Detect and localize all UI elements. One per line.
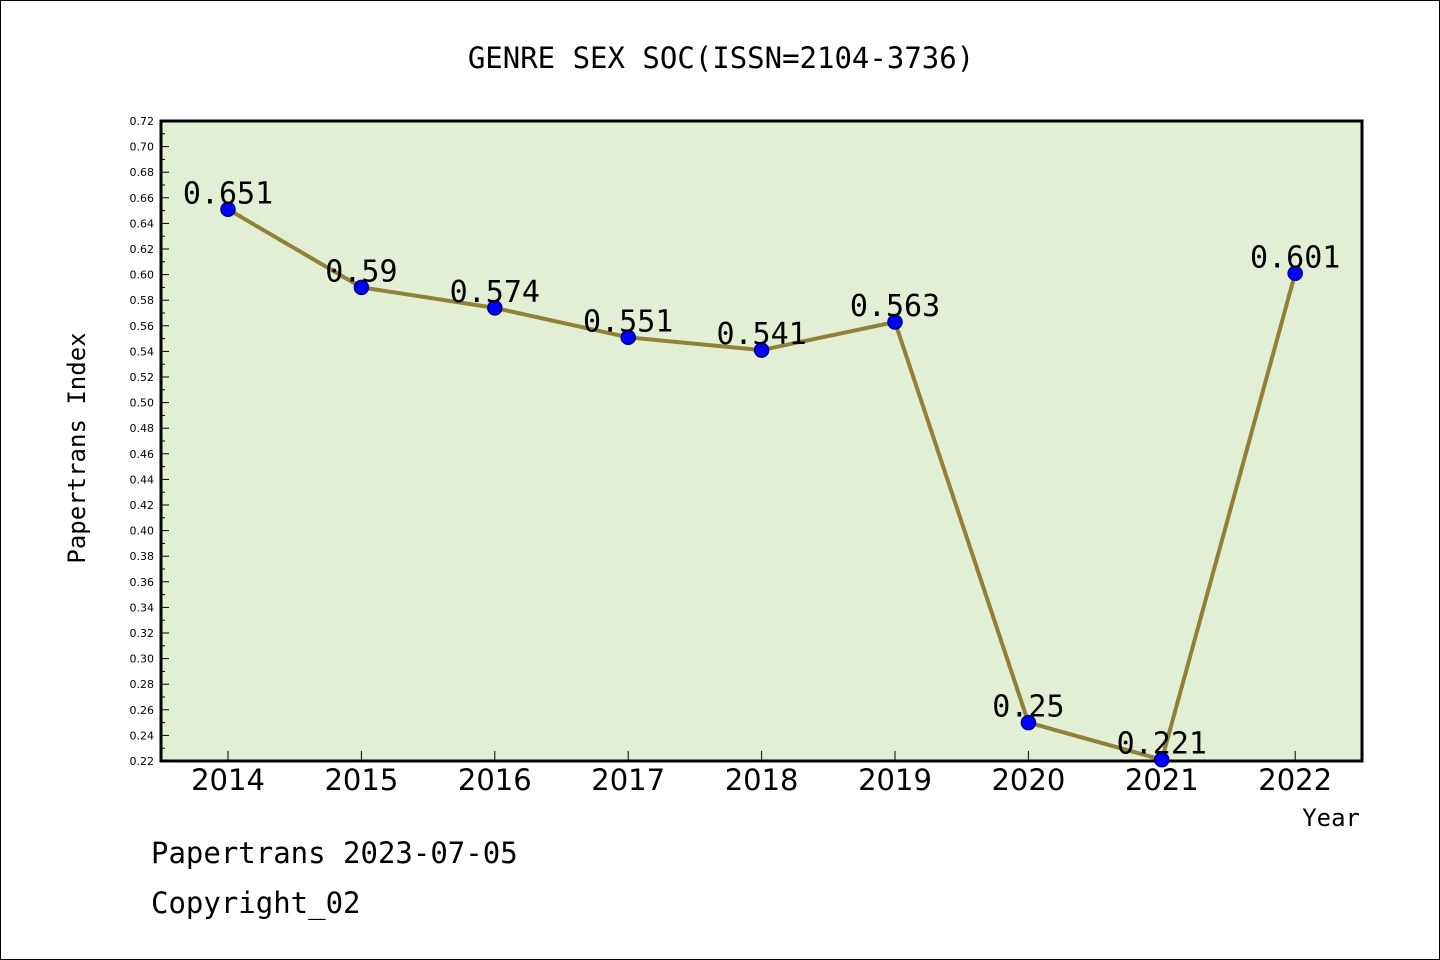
- data-label: 0.601: [1250, 240, 1340, 275]
- x-tick-label: 2022: [1258, 763, 1332, 797]
- y-tick-label: 0.66: [130, 192, 155, 205]
- y-tick-label: 0.26: [130, 704, 155, 717]
- data-label: 0.25: [992, 690, 1064, 725]
- chart-title: GENRE SEX SOC(ISSN=2104-3736): [468, 41, 974, 75]
- data-point: [620, 329, 636, 346]
- x-axis-labels: 2014 2015 2016 2017 2018 2019 2020 2021 2022: [191, 763, 1332, 797]
- y-tick-label: 0.56: [130, 320, 155, 333]
- y-tick-label: 0.24: [130, 729, 155, 742]
- data-label: 0.651: [183, 176, 273, 211]
- y-tick-label: 0.30: [130, 653, 155, 666]
- data-point: [1020, 714, 1037, 731]
- data-label: 0.221: [1117, 727, 1207, 762]
- y-tick-label: 0.46: [130, 448, 155, 461]
- y-tick-label: 0.58: [130, 294, 155, 307]
- data-label: 0.541: [716, 317, 806, 352]
- y-tick-label: 0.22: [130, 755, 155, 768]
- data-point: [487, 300, 503, 316]
- y-tick-label: 0.40: [130, 525, 155, 538]
- data-point: [353, 279, 370, 296]
- y-tick-label: 0.28: [130, 678, 155, 691]
- y-axis-ticks: [161, 120, 169, 762]
- x-tick-label: 2021: [1125, 763, 1199, 797]
- x-tick-label: 2014: [191, 763, 265, 797]
- x-tick-label: 2018: [725, 763, 799, 797]
- y-tick-label: 0.32: [130, 627, 155, 640]
- y-tick-label: 0.50: [130, 397, 155, 410]
- data-point: [887, 314, 903, 330]
- y-tick-label: 0.64: [130, 217, 155, 230]
- plot-area: [159, 119, 1364, 763]
- data-label: 0.59: [325, 254, 397, 289]
- y-tick-label: 0.72: [130, 115, 155, 128]
- data-point: [1154, 751, 1170, 768]
- y-tick-label: 0.36: [130, 576, 155, 589]
- data-points: [220, 201, 1303, 768]
- x-axis-title: Year: [1302, 804, 1360, 832]
- data-label: 0.574: [450, 275, 540, 310]
- data-point: [1287, 265, 1303, 282]
- data-point: [220, 201, 236, 218]
- x-tick-label: 2015: [324, 763, 398, 797]
- footer-date: Papertrans 2023-07-05: [151, 836, 518, 870]
- x-tick-label: 2019: [858, 763, 932, 797]
- y-tick-label: 0.70: [130, 141, 155, 154]
- data-point: [753, 342, 770, 358]
- y-axis-labels: 0.22 0.24 0.26 0.28 0.30 0.32 0.34 0.36 0.38 0.40…: [130, 115, 155, 768]
- data-label: 0.551: [583, 304, 673, 339]
- y-tick-label: 0.54: [130, 345, 155, 358]
- y-tick-label: 0.48: [130, 422, 155, 435]
- y-tick-label: 0.42: [130, 499, 155, 512]
- y-tick-label: 0.62: [130, 243, 155, 256]
- footer-copyright: Copyright_02: [151, 886, 361, 920]
- data-labels: 0.651 0.59 0.574 0.551 0.541 0.563 0.25 0.221 0.…: [183, 176, 1341, 761]
- x-tick-label: 2020: [991, 763, 1065, 797]
- y-tick-label: 0.60: [130, 269, 155, 282]
- x-tick-label: 2017: [591, 763, 665, 797]
- y-tick-label: 0.38: [130, 550, 155, 563]
- y-tick-label: 0.34: [130, 601, 155, 614]
- x-tick-label: 2016: [458, 763, 532, 797]
- y-tick-label: 0.44: [130, 473, 155, 486]
- y-tick-label: 0.68: [130, 166, 155, 179]
- y-tick-label: 0.52: [130, 371, 155, 384]
- y-axis-title: Papertrans Index: [63, 332, 91, 563]
- data-label: 0.563: [850, 289, 940, 324]
